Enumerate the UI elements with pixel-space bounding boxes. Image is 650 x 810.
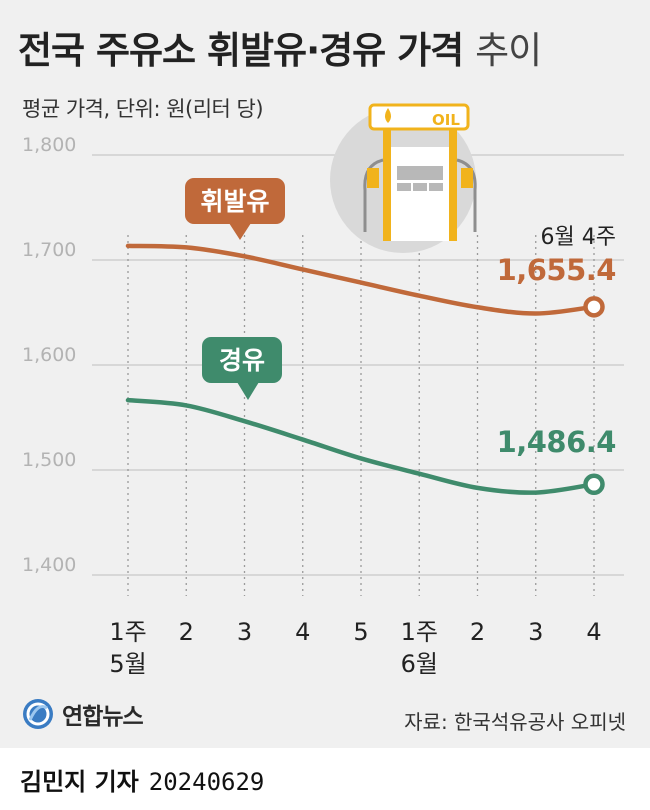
title-main: 전국 주유소 휘발유·경유 가격 [18, 29, 464, 72]
x-tick-label: 1주 [401, 618, 438, 646]
yonhap-logo-icon [23, 699, 53, 729]
source-note: 자료: 한국석유공사 오피넷 [404, 710, 626, 734]
x-tick-label: 2 [470, 618, 485, 646]
pump-button [429, 183, 443, 191]
pump-sign [368, 103, 470, 131]
end-value-label: 1,486.4 [497, 425, 616, 459]
reporter-name: 김민지 기자 [20, 768, 139, 796]
x-tick-label: 3 [528, 618, 543, 646]
pump-post-right [449, 129, 457, 241]
bubble-tail [229, 223, 251, 240]
pump-post-left [383, 129, 391, 241]
x-tick-label: 3 [237, 618, 252, 646]
end-marker [583, 296, 605, 318]
title-suffix: 추이 [475, 29, 542, 72]
x-tick-label: 2 [179, 618, 194, 646]
publish-date: 20240629 [148, 768, 265, 796]
gas-pump-icon: OIL [330, 103, 477, 253]
series-label-bubble [185, 178, 285, 224]
pump-nozzle-left [367, 168, 379, 188]
byline: 김민지 기자 20240629 [20, 762, 264, 797]
brand-name: 연합뉴스 [62, 704, 144, 730]
y-tick-label: 1,500 [22, 449, 76, 471]
footer: 김민지 기자 20240629 [0, 748, 650, 810]
chart-subtitle: 평균 가격, 단위: 원(리터 당) [22, 97, 264, 121]
pump-nozzle-right [461, 168, 473, 188]
series-name-label: 경유 [219, 346, 265, 375]
chart-title: 전국 주유소 휘발유·경유 가격 추이 [18, 20, 542, 74]
x-tick-label: 4 [586, 618, 601, 646]
end-period-label: 6월 4주 [541, 225, 616, 250]
pump-sign-label: OIL [432, 111, 460, 129]
y-tick-label: 1,700 [22, 239, 76, 261]
series-name-label: 휘발유 [200, 187, 269, 216]
end-value-label: 1,655.4 [497, 253, 616, 287]
x-tick-label: 4 [295, 618, 310, 646]
x-tick-label: 1주 [109, 618, 146, 646]
pump-body [391, 147, 449, 241]
pump-display [397, 166, 443, 180]
y-tick-label: 1,400 [22, 554, 76, 576]
y-tick-label: 1,600 [22, 344, 76, 366]
pump-button [397, 183, 411, 191]
price-line-chart: 1,800 1,700 1,600 1,500 1,400 1주 2 3 4 5 1주 2 3 4 5월 6월… [22, 103, 624, 678]
oil-drop-icon [385, 108, 391, 123]
pump-button [413, 183, 427, 191]
brand-logo: 연합뉴스 [22, 694, 144, 734]
infographic-card: 전국 주유소 휘발유·경유 가격 추이 평균 가격, 단위: 원(리터 당) 1… [0, 0, 650, 748]
x-tick-label: 5 [353, 618, 368, 646]
month-label: 6월 [401, 650, 438, 678]
month-label: 5월 [109, 650, 146, 678]
series-label-bubble [202, 337, 282, 383]
end-marker [583, 473, 605, 496]
bubble-tail [237, 382, 259, 400]
y-tick-label: 1,800 [22, 134, 76, 156]
